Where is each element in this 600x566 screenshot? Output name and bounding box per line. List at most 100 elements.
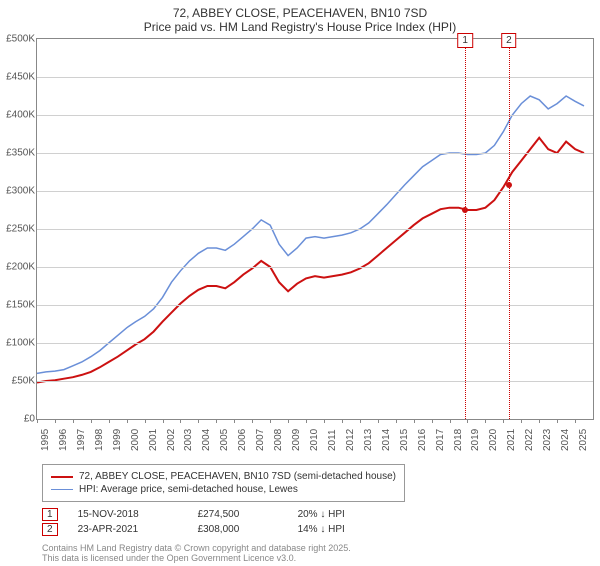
x-tick-label: 2007 (255, 421, 266, 451)
x-tick-label: 1999 (112, 421, 123, 451)
x-tick-label: 2011 (327, 421, 338, 451)
x-tick (127, 419, 128, 423)
x-tick-label: 2013 (363, 421, 374, 451)
x-tick (145, 419, 146, 423)
x-tick (557, 419, 558, 423)
x-tick-label: 2015 (399, 421, 410, 451)
x-tick (432, 419, 433, 423)
legend-label: HPI: Average price, semi-detached house,… (79, 484, 298, 495)
x-tick (503, 419, 504, 423)
x-tick (342, 419, 343, 423)
y-tick-label: £100K (1, 338, 35, 349)
x-tick (270, 419, 271, 423)
x-tick-label: 2022 (524, 421, 535, 451)
x-tick (324, 419, 325, 423)
x-tick-label: 2000 (130, 421, 141, 451)
x-tick (485, 419, 486, 423)
x-tick-label: 2008 (273, 421, 284, 451)
x-tick (521, 419, 522, 423)
x-tick (55, 419, 56, 423)
x-tick (450, 419, 451, 423)
marker-line (465, 39, 466, 419)
x-tick (252, 419, 253, 423)
marker-row: 2 23-APR-2021 £308,000 14% ↓ HPI (42, 523, 345, 536)
legend-row: 72, ABBEY CLOSE, PEACEHAVEN, BN10 7SD (s… (51, 471, 396, 482)
marker-row-badge: 2 (42, 523, 58, 536)
marker-badge: 2 (501, 33, 517, 48)
x-tick (109, 419, 110, 423)
x-tick-label: 2023 (542, 421, 553, 451)
x-tick (360, 419, 361, 423)
marker-row-delta: 14% ↓ HPI (298, 524, 345, 535)
x-tick-label: 2024 (560, 421, 571, 451)
x-tick (91, 419, 92, 423)
x-tick-label: 2019 (470, 421, 481, 451)
x-tick-label: 2012 (345, 421, 356, 451)
marker-line (509, 39, 510, 419)
marker-badge: 1 (457, 33, 473, 48)
x-tick (234, 419, 235, 423)
y-tick-label: £300K (1, 186, 35, 197)
y-tick-label: £250K (1, 224, 35, 235)
x-tick (378, 419, 379, 423)
title-line-1: 72, ABBEY CLOSE, PEACEHAVEN, BN10 7SD (0, 6, 600, 20)
marker-row: 1 15-NOV-2018 £274,500 20% ↓ HPI (42, 508, 345, 521)
title-line-2: Price paid vs. HM Land Registry's House … (0, 20, 600, 34)
series-price_paid (37, 138, 584, 383)
x-tick-label: 2020 (488, 421, 499, 451)
legend-label: 72, ABBEY CLOSE, PEACEHAVEN, BN10 7SD (s… (79, 471, 396, 482)
x-tick (163, 419, 164, 423)
y-tick-label: £500K (1, 34, 35, 45)
x-tick (216, 419, 217, 423)
x-tick-label: 2016 (417, 421, 428, 451)
x-tick-label: 2005 (219, 421, 230, 451)
price-markers-table: 1 15-NOV-2018 £274,500 20% ↓ HPI 2 23-APR-202… (42, 506, 345, 538)
x-tick-label: 2021 (506, 421, 517, 451)
y-tick-label: £0 (1, 414, 35, 425)
marker-row-delta: 20% ↓ HPI (298, 509, 345, 520)
x-tick-label: 2010 (309, 421, 320, 451)
y-tick-label: £200K (1, 262, 35, 273)
y-tick-label: £450K (1, 72, 35, 83)
chart-area: £0£50K£100K£150K£200K£250K£300K£350K£400… (36, 38, 594, 420)
x-tick-label: 1995 (40, 421, 51, 451)
y-tick-label: £50K (1, 376, 35, 387)
legend-swatch (51, 489, 73, 490)
footer-attribution: Contains HM Land Registry data © Crown c… (42, 544, 351, 564)
x-tick-label: 1997 (76, 421, 87, 451)
x-tick-label: 2003 (183, 421, 194, 451)
x-tick-label: 1996 (58, 421, 69, 451)
x-tick-label: 2004 (201, 421, 212, 451)
x-tick-label: 1998 (94, 421, 105, 451)
footer-line-2: This data is licensed under the Open Gov… (42, 554, 351, 564)
price-dot (506, 182, 512, 188)
marker-row-date: 15-NOV-2018 (78, 509, 178, 520)
x-tick-label: 2017 (435, 421, 446, 451)
x-tick-label: 2025 (578, 421, 589, 451)
x-tick-label: 2014 (381, 421, 392, 451)
x-tick (396, 419, 397, 423)
x-tick (467, 419, 468, 423)
y-tick-label: £400K (1, 110, 35, 121)
x-tick (73, 419, 74, 423)
x-tick-label: 2006 (237, 421, 248, 451)
x-tick-label: 2002 (166, 421, 177, 451)
x-tick (198, 419, 199, 423)
legend-swatch (51, 476, 73, 478)
legend: 72, ABBEY CLOSE, PEACEHAVEN, BN10 7SD (s… (42, 464, 405, 502)
marker-row-date: 23-APR-2021 (78, 524, 178, 535)
x-tick (306, 419, 307, 423)
x-tick (575, 419, 576, 423)
chart-container: 72, ABBEY CLOSE, PEACEHAVEN, BN10 7SD Pr… (0, 6, 600, 566)
price-dot (462, 207, 468, 213)
marker-row-price: £308,000 (198, 524, 278, 535)
series-hpi (37, 96, 584, 373)
marker-row-price: £274,500 (198, 509, 278, 520)
x-tick-label: 2009 (291, 421, 302, 451)
marker-row-badge: 1 (42, 508, 58, 521)
x-tick (37, 419, 38, 423)
y-tick-label: £150K (1, 300, 35, 311)
legend-row: HPI: Average price, semi-detached house,… (51, 484, 396, 495)
x-tick-label: 2001 (148, 421, 159, 451)
x-tick (288, 419, 289, 423)
